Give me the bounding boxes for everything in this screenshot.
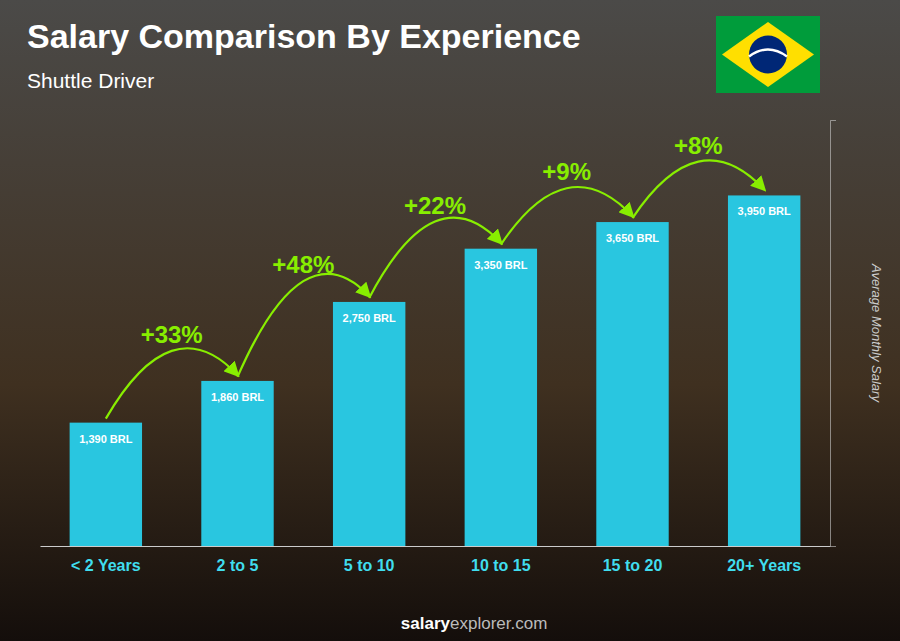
y-axis [831, 121, 837, 547]
change-arc [106, 348, 238, 418]
flag-band [749, 50, 787, 57]
bars [70, 195, 801, 546]
subtitle: Shuttle Driver [27, 69, 154, 92]
bar [70, 423, 142, 546]
x-tick: 5 to 10 [344, 557, 395, 574]
data-labels: 1,390 BRL 1,860 BRL 2,750 BRL 3,350 BRL 3,65… [79, 205, 791, 444]
chart-svg: Salary Comparison By Experience Shuttle D… [0, 0, 900, 641]
flag-diamond [722, 22, 814, 87]
x-tick: 15 to 20 [603, 557, 663, 574]
bar [728, 195, 800, 546]
x-tick-label: 10 to 15 [471, 557, 531, 574]
x-tick: < 2 Years [71, 557, 141, 574]
background [0, 0, 900, 641]
pct-label: +8% [674, 132, 723, 159]
chart-container: Salary Comparison By Experience Shuttle D… [0, 0, 900, 641]
data-label: 1,860 BRL [211, 391, 264, 403]
footer-domain: explorer.com [450, 614, 547, 633]
x-tick-label: 5 to 10 [344, 557, 395, 574]
x-tick: 2 to 5 [217, 557, 259, 574]
pct-label: +22% [404, 192, 466, 219]
annotations: +33% +48% +22% +9% +8% [106, 132, 764, 419]
x-tick-label: < 2 Years [71, 557, 141, 574]
bar [201, 381, 273, 546]
bar [333, 302, 405, 546]
title: Salary Comparison By Experience [27, 17, 581, 55]
data-label: 2,750 BRL [343, 312, 396, 324]
pct-label: +33% [141, 321, 203, 348]
flag [716, 16, 820, 93]
x-tick-label: 20+ Years [727, 557, 801, 574]
data-label: 3,350 BRL [474, 259, 527, 271]
x-tick: 20+ Years [727, 557, 801, 574]
flag-field [716, 16, 820, 93]
x-tick: 10 to 15 [471, 557, 531, 574]
x-tick-label: 15 to 20 [603, 557, 663, 574]
bar [465, 249, 537, 546]
change-arc [238, 274, 370, 377]
x-tick-label: 2 to 5 [217, 557, 259, 574]
x-axis-line [41, 546, 831, 547]
data-label: 1,390 BRL [79, 433, 132, 445]
pct-label: +48% [272, 251, 334, 278]
flag-globe [749, 36, 787, 74]
x-axis: < 2 Years 2 to 5 5 to 10 10 to 15 15 to 20 20… [41, 547, 831, 575]
data-label: 3,650 BRL [606, 232, 659, 244]
plot: < 2 Years 2 to 5 5 to 10 10 to 15 15 to 20 20… [41, 121, 837, 575]
y-axis-title: Average Monthly Salary [869, 263, 884, 403]
pct-label: +9% [542, 158, 591, 185]
data-label: 3,950 BRL [738, 205, 791, 217]
footer-brand: salary [401, 614, 451, 633]
y-axis-line [831, 121, 837, 547]
bar [596, 222, 668, 546]
